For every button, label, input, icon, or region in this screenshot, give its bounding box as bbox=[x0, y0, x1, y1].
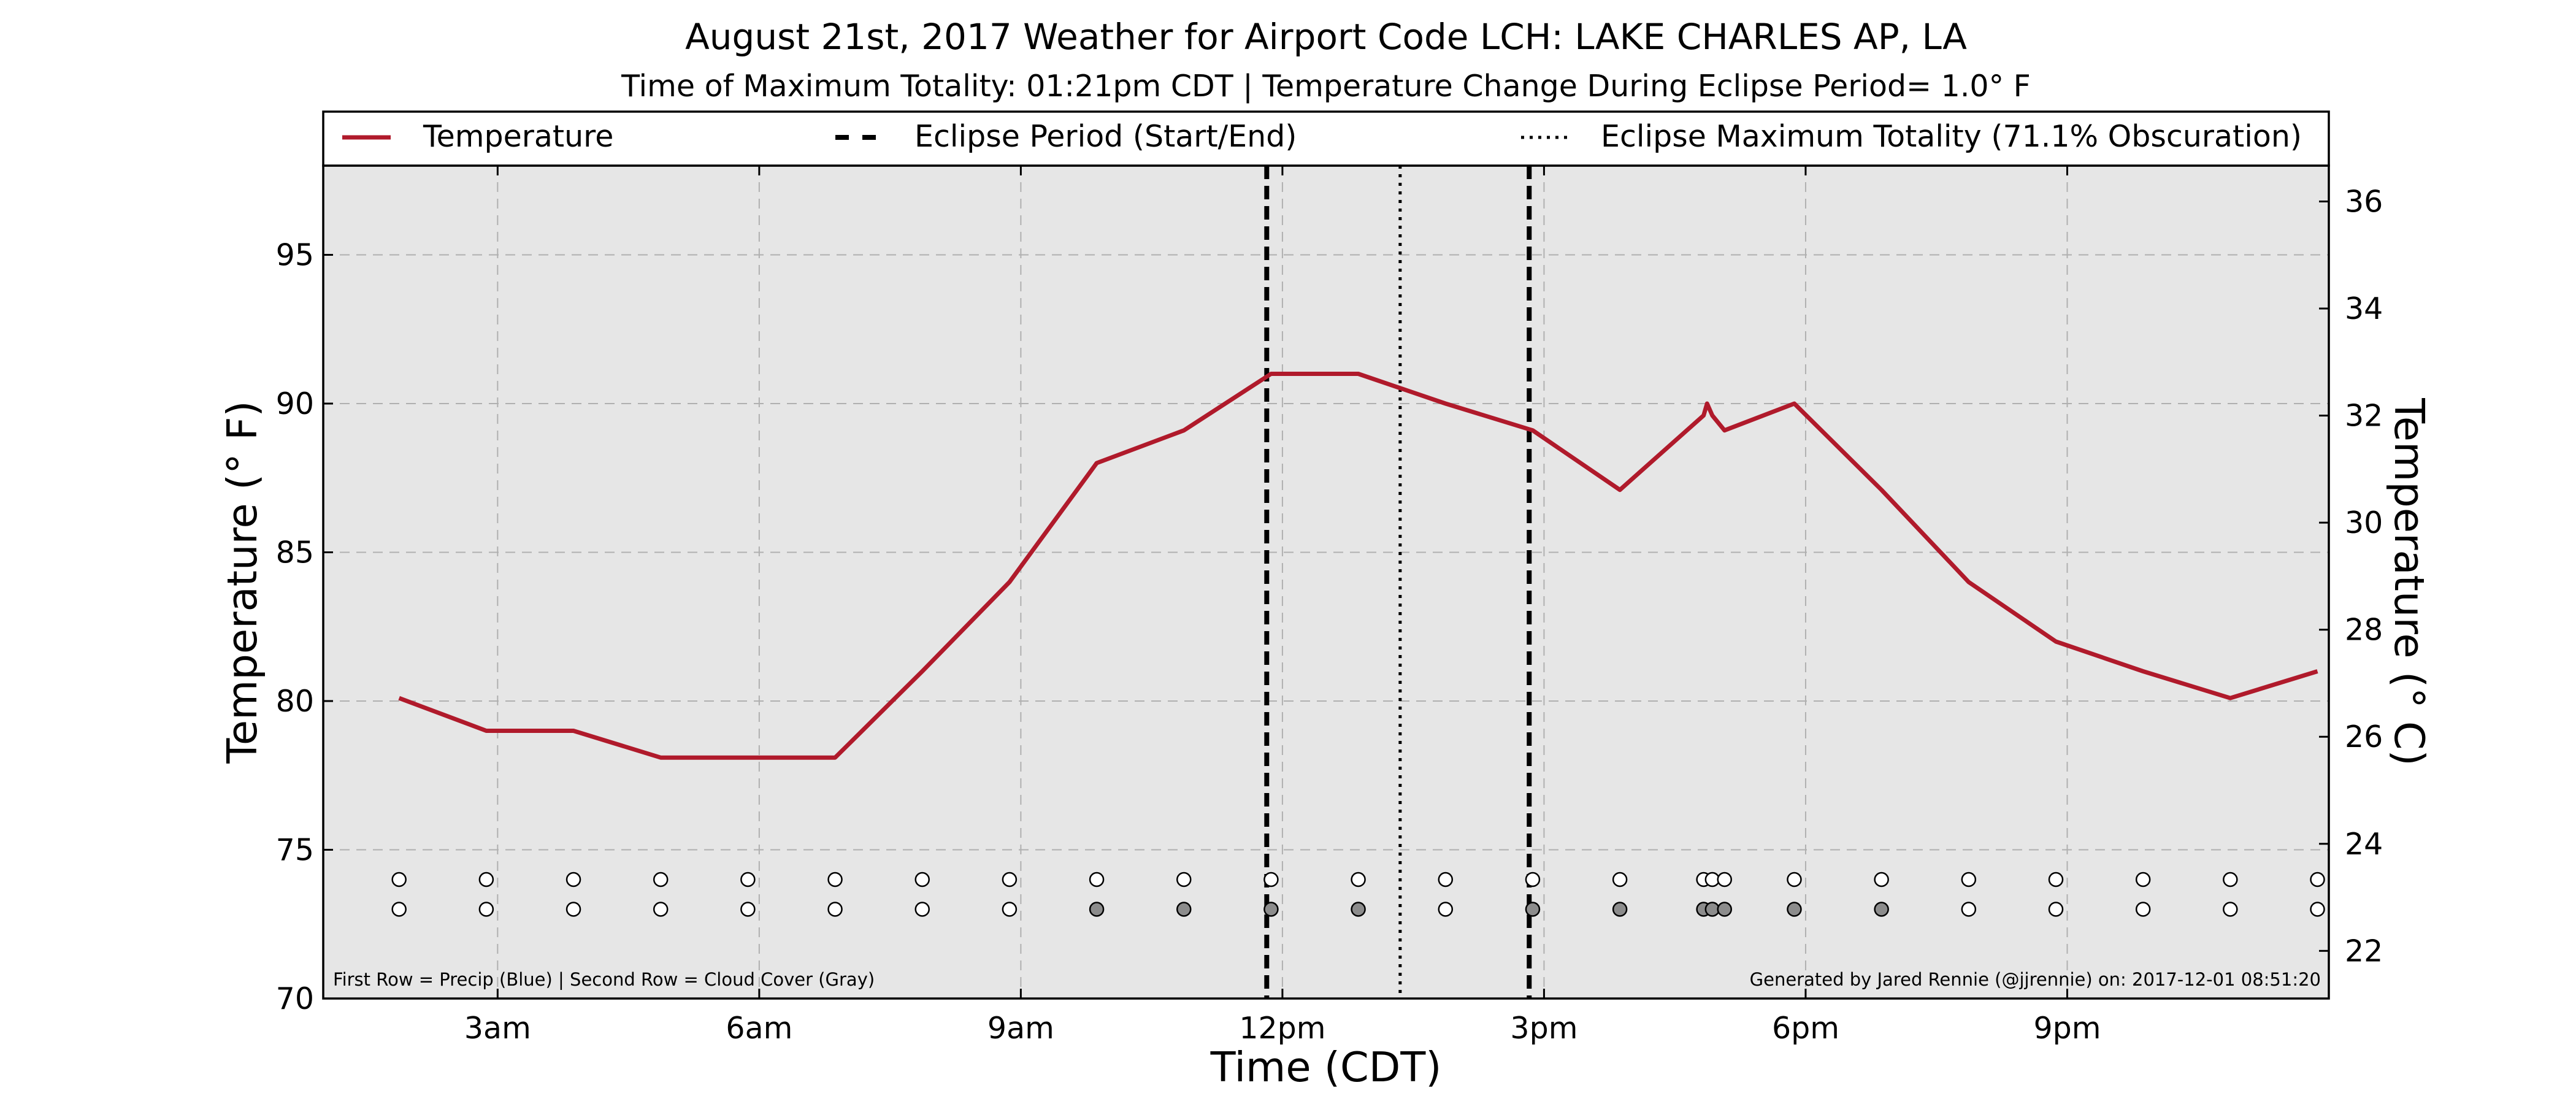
cloud-cover-dot bbox=[478, 902, 494, 917]
cloud-cover-dot bbox=[1176, 902, 1192, 917]
cloud-cover-dot bbox=[565, 902, 581, 917]
cloud-cover-dot bbox=[1717, 902, 1732, 917]
cloud-cover-dot bbox=[1525, 902, 1541, 917]
precip-dot bbox=[1961, 872, 1977, 887]
cloud-cover-dot bbox=[1438, 902, 1454, 917]
x-tick-label: 9pm bbox=[2033, 1011, 2101, 1046]
precip-dot bbox=[1089, 872, 1105, 887]
y-axis-fahrenheit: 70 75 80 85 90 95 bbox=[276, 238, 333, 1016]
x-tick-label: 6pm bbox=[1772, 1011, 1839, 1046]
precip-dot bbox=[1787, 872, 1802, 887]
cloud-cover-dot bbox=[653, 902, 669, 917]
x-tick-label: 3pm bbox=[1510, 1011, 1577, 1046]
y-tick-label: 70 bbox=[276, 981, 314, 1016]
legend-temperature-label: Temperature bbox=[423, 119, 613, 154]
cloud-cover-dot bbox=[391, 902, 407, 917]
chart-subtitle: Time of Maximum Totality: 01:21pm CDT | … bbox=[621, 69, 2031, 104]
precip-dot bbox=[2048, 872, 2064, 887]
x-tick-label: 9am bbox=[987, 1011, 1054, 1046]
y-axis-title-right: Temperature (° C) bbox=[2385, 397, 2433, 766]
x-axis-title: Time (CDT) bbox=[1210, 1043, 1442, 1091]
precip-dot bbox=[1438, 872, 1454, 887]
x-axis: 3am 6am 9am 12pm 3pm 6pm 9pm bbox=[464, 166, 2101, 1046]
cloud-cover-dot bbox=[1961, 902, 1977, 917]
cloud-cover-dot bbox=[827, 902, 843, 917]
y2-tick-label: 30 bbox=[2345, 505, 2383, 540]
cloud-cover-dot bbox=[1874, 902, 1889, 917]
precip-dot bbox=[1717, 872, 1732, 887]
cloud-cover-dot bbox=[914, 902, 930, 917]
cloud-cover-dot bbox=[1263, 902, 1279, 917]
legend: Temperature Eclipse Period (Start/End) E… bbox=[322, 110, 2330, 167]
series-layer bbox=[398, 372, 2318, 760]
y2-tick-label: 26 bbox=[2345, 719, 2383, 754]
cloud-cover-dot bbox=[1612, 902, 1628, 917]
y2-tick-label: 32 bbox=[2345, 399, 2383, 434]
precip-dot bbox=[2135, 872, 2151, 887]
precip-dot bbox=[391, 872, 407, 887]
y2-tick-label: 36 bbox=[2345, 184, 2383, 219]
y-tick-label: 80 bbox=[276, 684, 314, 719]
cloud-cover-dot bbox=[1351, 902, 1366, 917]
precip-dot bbox=[1874, 872, 1889, 887]
precip-dot bbox=[1263, 872, 1279, 887]
footnote-right: Generated by Jared Rennie (@jjrennie) on… bbox=[1750, 969, 2321, 990]
plot-area bbox=[323, 166, 2329, 999]
precip-dot bbox=[1176, 872, 1192, 887]
cloud-cover-dot bbox=[1089, 902, 1105, 917]
precip-dot bbox=[1002, 872, 1018, 887]
y2-tick-label: 22 bbox=[2345, 933, 2383, 968]
temperature-line bbox=[398, 372, 2318, 760]
precip-dot bbox=[740, 872, 756, 887]
y-axis-title-left: Temperature (° F) bbox=[218, 401, 266, 764]
precip-dot bbox=[653, 872, 669, 887]
chart-title: August 21st, 2017 Weather for Airport Co… bbox=[685, 16, 1967, 58]
y2-tick-label: 28 bbox=[2345, 613, 2383, 648]
y-tick-label: 75 bbox=[276, 833, 314, 868]
cloud-cover-dot bbox=[2223, 902, 2238, 917]
precip-dot bbox=[2223, 872, 2238, 887]
precip-dot bbox=[914, 872, 930, 887]
x-tick-label: 12pm bbox=[1239, 1011, 1325, 1046]
precip-dot bbox=[1612, 872, 1628, 887]
weather-dot-rows bbox=[391, 872, 2325, 917]
precip-dot bbox=[565, 872, 581, 887]
precip-dot bbox=[827, 872, 843, 887]
precip-dot bbox=[478, 872, 494, 887]
legend-box bbox=[322, 110, 2330, 167]
y-tick-label: 90 bbox=[276, 386, 314, 421]
grid bbox=[323, 166, 2329, 999]
cloud-cover-dot bbox=[740, 902, 756, 917]
x-tick-label: 6am bbox=[726, 1011, 792, 1046]
footnote-left: First Row = Precip (Blue) | Second Row =… bbox=[333, 969, 875, 990]
cloud-cover-dot bbox=[1787, 902, 1802, 917]
y2-tick-label: 24 bbox=[2345, 827, 2383, 862]
precip-dot bbox=[2310, 872, 2325, 887]
cloud-cover-dot bbox=[2135, 902, 2151, 917]
y-axis-celsius: 22 24 26 28 30 32 34 36 bbox=[2319, 184, 2383, 968]
cloud-cover-dot bbox=[2048, 902, 2064, 917]
precip-dot bbox=[1351, 872, 1366, 887]
y2-tick-label: 34 bbox=[2345, 291, 2383, 326]
legend-max-totality-label: Eclipse Maximum Totality (71.1% Obscurat… bbox=[1601, 119, 2302, 154]
y-tick-label: 85 bbox=[276, 535, 314, 570]
legend-eclipse-period-label: Eclipse Period (Start/End) bbox=[914, 119, 1297, 154]
cloud-cover-dot bbox=[2310, 902, 2325, 917]
y-tick-label: 95 bbox=[276, 238, 314, 273]
eclipse-markers bbox=[1264, 166, 1532, 999]
x-tick-label: 3am bbox=[464, 1011, 531, 1046]
cloud-cover-dot bbox=[1002, 902, 1018, 917]
precip-dot bbox=[1525, 872, 1541, 887]
